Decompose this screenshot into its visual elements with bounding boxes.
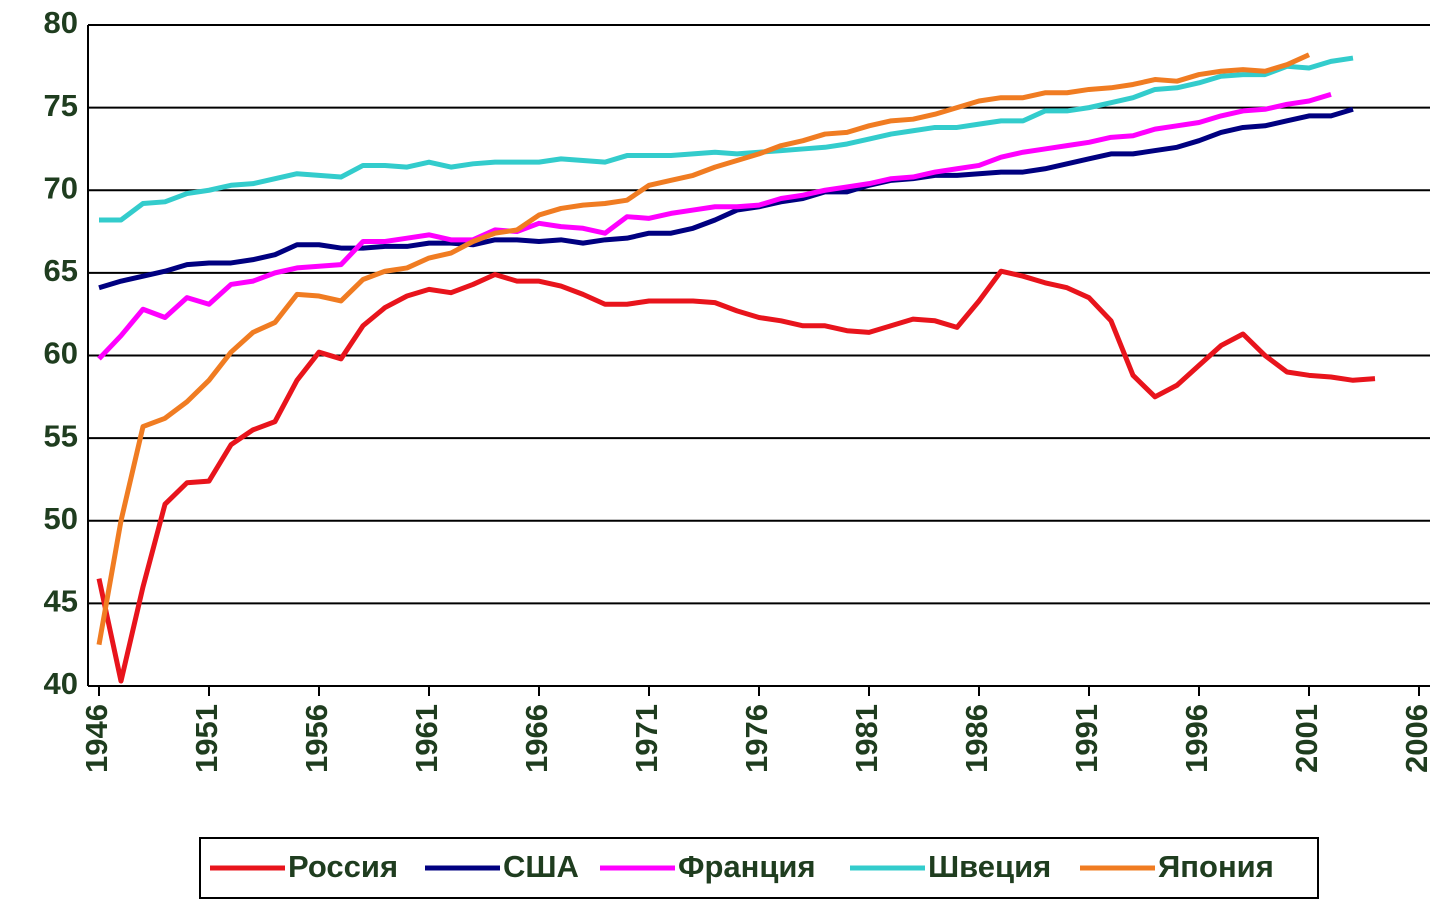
y-tick-label: 40 bbox=[44, 666, 78, 701]
series-line bbox=[98, 106, 1354, 291]
legend-label: Франция bbox=[678, 849, 816, 884]
x-tick-label: 1981 bbox=[849, 704, 884, 773]
x-tick-label: 1951 bbox=[189, 704, 224, 773]
x-tick-label: 1996 bbox=[1179, 704, 1214, 773]
x-tick-label: 1946 bbox=[79, 704, 114, 773]
x-tick-label: 1961 bbox=[409, 704, 444, 773]
series-line bbox=[96, 52, 1311, 646]
x-tick-label: 2001 bbox=[1289, 704, 1324, 773]
x-tick-label: 1991 bbox=[1069, 704, 1104, 773]
x-tick-label: 1976 bbox=[739, 704, 774, 773]
y-tick-label: 65 bbox=[44, 253, 78, 288]
series-line bbox=[97, 92, 1332, 361]
legend-label: Швеция bbox=[928, 849, 1051, 884]
y-tick-label: 45 bbox=[44, 584, 78, 619]
legend-label: Япония bbox=[1158, 849, 1274, 884]
x-tick-label: 1986 bbox=[959, 704, 994, 773]
series-line bbox=[96, 268, 1376, 684]
y-tick-label: 70 bbox=[44, 170, 78, 205]
x-tick-label: 1956 bbox=[299, 704, 334, 773]
x-tick-label: 2006 bbox=[1399, 704, 1434, 773]
y-tick-label: 80 bbox=[44, 5, 78, 40]
y-tick-label: 75 bbox=[44, 88, 78, 123]
y-tick-label: 50 bbox=[44, 501, 78, 536]
x-tick-label: 1971 bbox=[629, 704, 664, 773]
x-tick-label: 1966 bbox=[519, 704, 554, 773]
y-tick-label: 60 bbox=[44, 336, 78, 371]
y-tick-label: 55 bbox=[44, 418, 78, 453]
legend-label: Россия bbox=[288, 849, 398, 884]
legend-label: США bbox=[503, 849, 579, 884]
series-line bbox=[99, 55, 1354, 223]
